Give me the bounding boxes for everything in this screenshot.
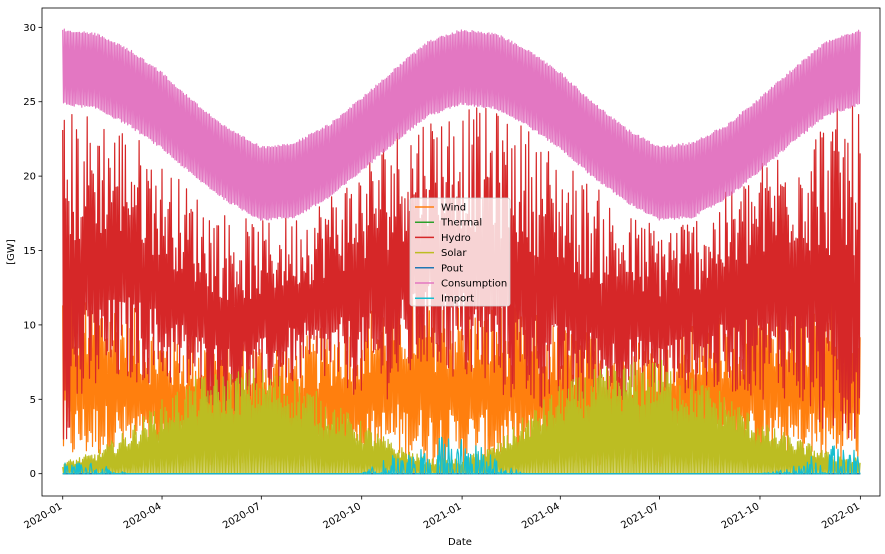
series-line-consumption [62, 28, 861, 221]
y-tick-label: 15 [23, 246, 36, 257]
legend-label-solar: Solar [441, 248, 467, 259]
series-line-wind [62, 292, 861, 467]
legend-label-pout: Pout [441, 263, 463, 274]
legend-label-consumption: Consumption [441, 279, 507, 290]
y-tick-label: 10 [23, 320, 36, 331]
x-axis-label: Date [448, 537, 472, 548]
legend-label-hydro: Hydro [441, 233, 471, 244]
y-tick-label: 20 [23, 172, 36, 183]
y-tick-label: 5 [30, 395, 36, 406]
legend: Wind Thermal Hydro Solar Pout Consumption Impo… [409, 197, 511, 307]
plot-frame [41, 7, 881, 497]
y-tick-label: 25 [23, 97, 36, 108]
y-axis: 0 5 10 15 20 25 30 [23, 23, 42, 480]
series-line-import [62, 436, 861, 475]
y-tick-label: 30 [23, 23, 36, 34]
legend-label-wind: Wind [441, 203, 466, 214]
y-axis-label: [GW] [6, 239, 17, 265]
series-import [62, 436, 861, 475]
legend-label-import: Import [441, 294, 474, 305]
legend-box [409, 197, 511, 307]
series-consumption [62, 28, 861, 221]
series-wind [62, 292, 861, 467]
legend-label-thermal: Thermal [440, 218, 482, 229]
y-tick-label: 0 [30, 469, 36, 480]
